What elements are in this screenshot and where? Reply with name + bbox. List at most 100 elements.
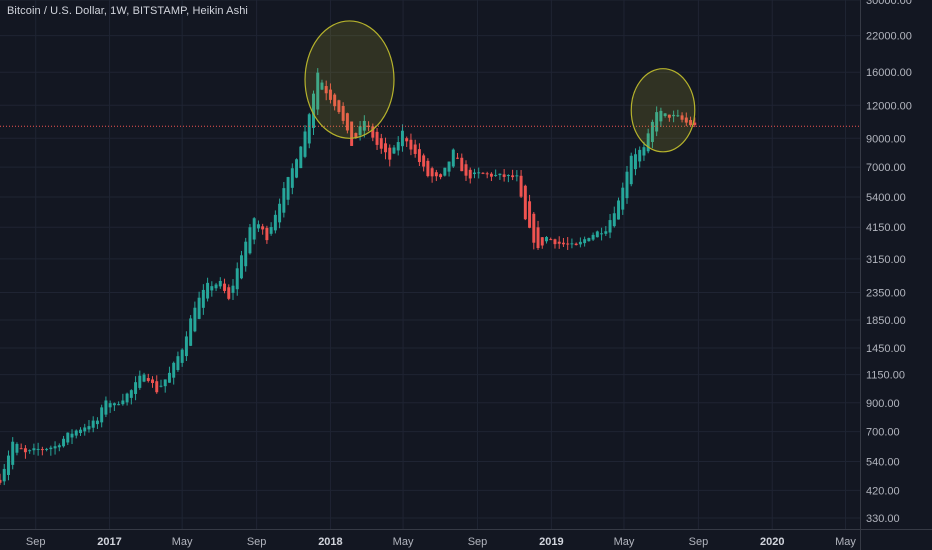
- candle-body: [629, 155, 633, 185]
- candle-body: [625, 171, 629, 199]
- candle-body: [278, 203, 282, 223]
- candle-body: [604, 231, 608, 234]
- candle-body: [15, 443, 19, 453]
- candle-body: [112, 403, 116, 406]
- candle-body: [600, 233, 604, 235]
- candle-body: [121, 400, 125, 405]
- candle-body: [87, 426, 91, 430]
- candle-body: [108, 403, 112, 408]
- candle-body: [146, 378, 150, 381]
- candle-body: [549, 239, 553, 241]
- candle-body: [528, 201, 532, 228]
- candle-body: [282, 188, 286, 213]
- candle-body: [392, 147, 396, 154]
- candle-body: [176, 356, 180, 371]
- candle-body: [303, 131, 307, 157]
- candle-body: [295, 159, 299, 178]
- y-tick-label: 420.00: [866, 485, 900, 497]
- candle-body: [214, 284, 218, 289]
- candle-body: [371, 126, 375, 138]
- x-tick-label: 2020: [760, 536, 784, 548]
- candle-body: [659, 110, 663, 122]
- candle-body: [413, 144, 417, 154]
- candle-body: [189, 318, 193, 346]
- candle-body: [273, 214, 277, 231]
- candle-body: [367, 125, 371, 127]
- candle-body: [506, 175, 510, 177]
- candle-body: [159, 385, 163, 387]
- candle-body: [532, 213, 536, 243]
- candle-body: [350, 121, 354, 146]
- x-tick-label: 2019: [539, 536, 563, 548]
- candle-body: [676, 115, 680, 117]
- candle-body: [566, 243, 570, 245]
- candle-body: [400, 130, 404, 147]
- candle-body: [23, 448, 27, 453]
- candle-body: [485, 173, 489, 175]
- x-tick-label: 2018: [318, 536, 342, 548]
- candle-body: [650, 121, 654, 142]
- candle-body: [570, 243, 574, 245]
- x-tick-label: May: [835, 536, 856, 548]
- candle-body: [689, 120, 693, 126]
- candle-body: [265, 227, 269, 241]
- candle-body: [28, 450, 32, 452]
- candle-body: [519, 175, 523, 197]
- candle-body: [633, 154, 637, 170]
- candle-body: [235, 268, 239, 290]
- candle-body: [379, 138, 383, 149]
- candle-body: [163, 379, 167, 387]
- x-tick-label: Sep: [468, 536, 488, 548]
- candle-body: [638, 149, 642, 162]
- candle-body: [460, 157, 464, 172]
- candle-body: [680, 115, 684, 120]
- candle-body: [553, 239, 557, 245]
- candle-body: [129, 390, 133, 398]
- candle-body: [621, 187, 625, 210]
- candle-body: [197, 297, 201, 319]
- highlight-circle: [630, 68, 696, 153]
- candle-body: [608, 220, 612, 233]
- candle-body: [142, 374, 146, 382]
- y-tick-label: 1450.00: [866, 343, 906, 355]
- y-tick-label: 7000.00: [866, 162, 906, 174]
- candle-body: [477, 172, 481, 174]
- candle-body: [646, 133, 650, 152]
- candle-body: [57, 445, 61, 448]
- candle-body: [354, 133, 358, 138]
- candle-body: [40, 449, 44, 451]
- candle-body: [320, 82, 324, 90]
- candle-body: [561, 242, 565, 245]
- candle-body: [388, 147, 392, 160]
- candle-body: [591, 234, 595, 240]
- candle-body: [91, 420, 95, 428]
- candle-body: [70, 433, 74, 438]
- candle-body: [451, 149, 455, 167]
- candle-body: [312, 93, 315, 128]
- candle-body: [223, 283, 227, 291]
- x-tick-label: May: [172, 536, 193, 548]
- candle-body: [0, 479, 2, 483]
- y-tick-label: 22000.00: [866, 31, 912, 43]
- candle-body: [430, 168, 434, 177]
- candle-body: [396, 142, 400, 151]
- y-tick-label: 12000.00: [866, 100, 912, 112]
- y-tick-label: 3150.00: [866, 254, 906, 266]
- y-tick-label: 1850.00: [866, 315, 906, 327]
- candle-body: [693, 122, 697, 126]
- candle-body: [447, 161, 451, 172]
- candle-body: [100, 407, 104, 423]
- candle-body: [489, 173, 493, 177]
- candle-body: [248, 227, 252, 254]
- candle-body: [19, 448, 23, 450]
- candle-body: [473, 172, 476, 175]
- highlight-circle: [304, 20, 395, 139]
- candle-body: [95, 420, 99, 425]
- y-tick-label: 900.00: [866, 398, 900, 410]
- candle-body: [434, 172, 438, 177]
- candle-body: [269, 227, 273, 234]
- candle-body: [231, 285, 235, 293]
- y-tick-label: 4150.00: [866, 222, 906, 234]
- candle-body: [290, 168, 294, 188]
